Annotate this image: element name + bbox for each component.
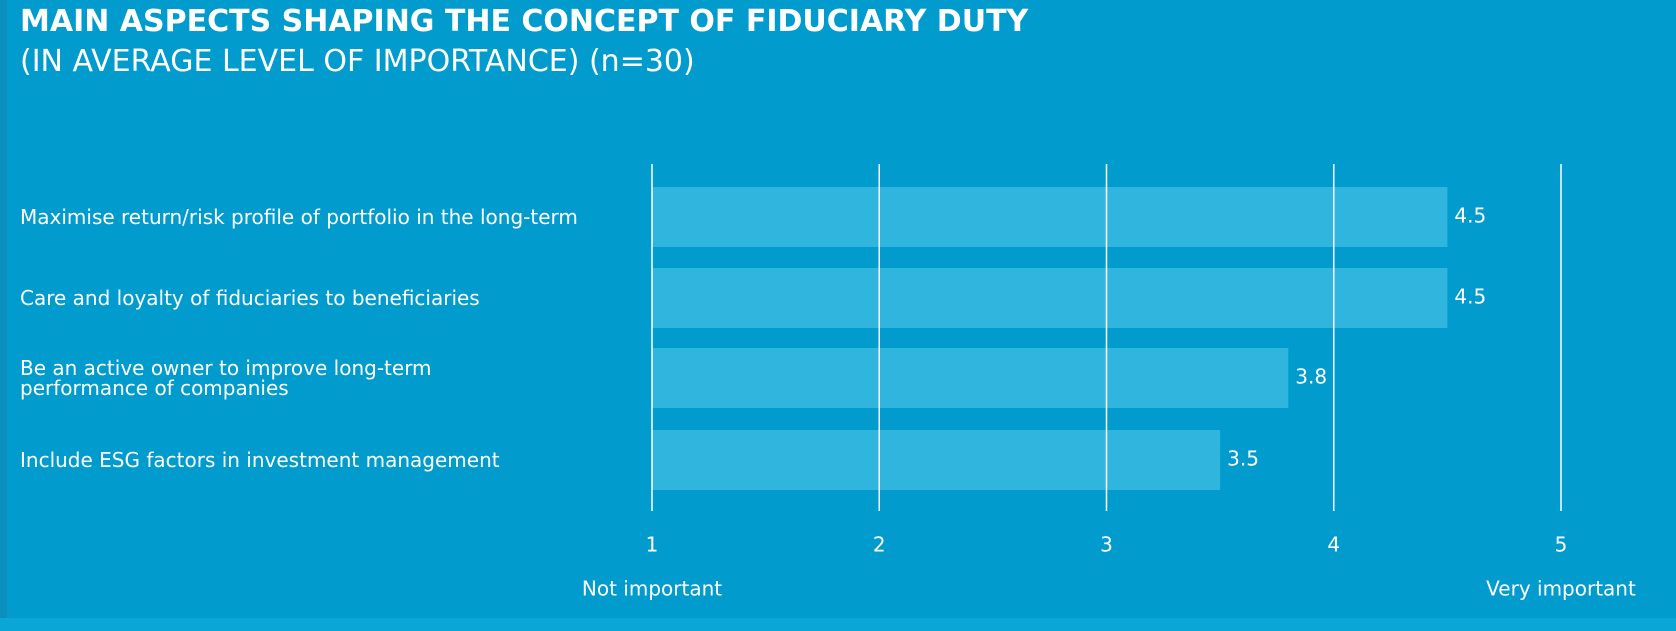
value-label: 3.8 — [1295, 365, 1327, 389]
category-label: Care and loyalty of fiduciaries to benef… — [20, 286, 480, 310]
bar — [652, 430, 1221, 490]
x-tick-label: 1 — [646, 533, 659, 557]
x-tick-label: 2 — [873, 533, 886, 557]
x-end-label: Not important — [582, 577, 722, 601]
value-label: 4.5 — [1454, 285, 1486, 309]
category-label: Include ESG factors in investment manage… — [20, 448, 500, 472]
x-tick-label: 5 — [1555, 533, 1568, 557]
bottom-strip — [0, 618, 1676, 631]
bar — [652, 348, 1289, 408]
x-end-label: Very important — [1486, 577, 1636, 601]
x-tick-label: 4 — [1327, 533, 1340, 557]
bar — [652, 187, 1448, 247]
category-label: Maximise return/risk profile of portfoli… — [20, 205, 578, 229]
chart-title: MAIN ASPECTS SHAPING THE CONCEPT OF FIDU… — [20, 4, 1029, 39]
left-strip — [0, 0, 7, 631]
x-tick-label: 3 — [1100, 533, 1113, 557]
value-label: 4.5 — [1454, 204, 1486, 228]
chart-subtitle: (IN AVERAGE LEVEL OF IMPORTANCE) (n=30) — [20, 44, 695, 79]
bar — [652, 268, 1448, 328]
value-label: 3.5 — [1227, 447, 1259, 471]
category-label: Be an active owner to improve long-term … — [20, 356, 432, 400]
